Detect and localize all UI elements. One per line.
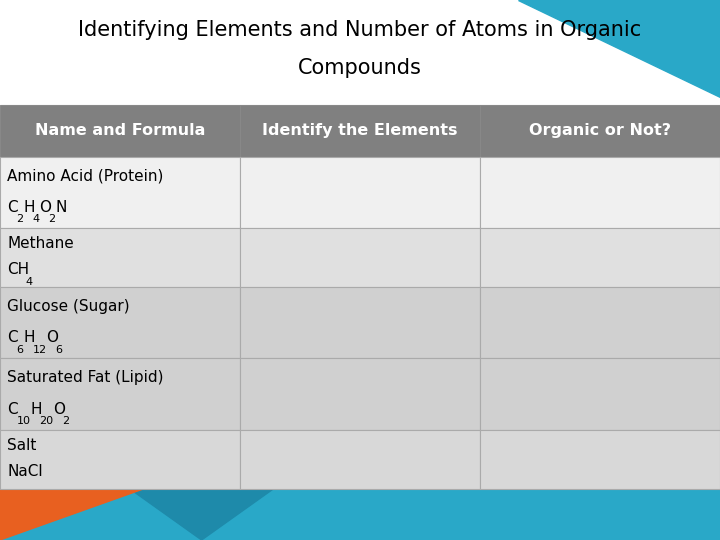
Bar xyxy=(480,157,720,228)
Text: O: O xyxy=(53,402,65,416)
Text: Identify the Elements: Identify the Elements xyxy=(262,124,457,138)
Text: Salt: Salt xyxy=(7,438,37,453)
Polygon shape xyxy=(252,0,720,540)
Text: Methane: Methane xyxy=(7,237,74,252)
Bar xyxy=(240,287,480,359)
Bar xyxy=(240,228,480,287)
Text: NaCl: NaCl xyxy=(7,464,42,479)
Bar xyxy=(240,105,480,157)
Polygon shape xyxy=(0,489,144,540)
Bar xyxy=(240,430,480,489)
Bar xyxy=(480,359,720,430)
Text: 20: 20 xyxy=(40,416,53,426)
Bar xyxy=(480,287,720,359)
Text: Saturated Fat (Lipid): Saturated Fat (Lipid) xyxy=(7,370,163,385)
Text: 2: 2 xyxy=(48,214,55,224)
Polygon shape xyxy=(518,0,720,97)
Bar xyxy=(0,287,240,359)
Text: Compounds: Compounds xyxy=(298,57,422,78)
Bar xyxy=(0,228,240,287)
Text: Glucose (Sugar): Glucose (Sugar) xyxy=(7,299,130,314)
Text: C: C xyxy=(7,200,18,215)
Text: 6: 6 xyxy=(55,345,63,355)
Text: Identifying Elements and Number of Atoms in Organic: Identifying Elements and Number of Atoms… xyxy=(78,19,642,40)
Polygon shape xyxy=(0,0,720,97)
Text: H: H xyxy=(23,330,35,345)
Text: Organic or Not?: Organic or Not? xyxy=(528,124,671,138)
Text: H: H xyxy=(23,200,35,215)
Bar xyxy=(480,105,720,157)
Bar xyxy=(0,157,240,228)
Bar xyxy=(0,359,240,430)
Text: C: C xyxy=(7,402,18,416)
Text: O: O xyxy=(46,330,58,345)
Bar xyxy=(0,105,240,157)
Bar xyxy=(240,359,480,430)
Text: CH: CH xyxy=(7,262,30,278)
Text: 4: 4 xyxy=(32,214,40,224)
Text: 12: 12 xyxy=(32,345,47,355)
Text: H: H xyxy=(30,402,42,416)
Text: 6: 6 xyxy=(17,345,24,355)
Text: 2: 2 xyxy=(17,214,24,224)
Text: 2: 2 xyxy=(62,416,69,426)
Text: C: C xyxy=(7,330,18,345)
Polygon shape xyxy=(130,489,274,540)
Text: Amino Acid (Protein): Amino Acid (Protein) xyxy=(7,168,163,184)
Text: Name and Formula: Name and Formula xyxy=(35,124,205,138)
Text: N: N xyxy=(55,200,67,215)
Text: 4: 4 xyxy=(26,277,32,287)
Polygon shape xyxy=(0,489,720,540)
Bar xyxy=(0,430,240,489)
Bar xyxy=(480,430,720,489)
Bar xyxy=(480,228,720,287)
Bar xyxy=(240,157,480,228)
Text: 10: 10 xyxy=(17,416,30,426)
Text: O: O xyxy=(40,200,51,215)
